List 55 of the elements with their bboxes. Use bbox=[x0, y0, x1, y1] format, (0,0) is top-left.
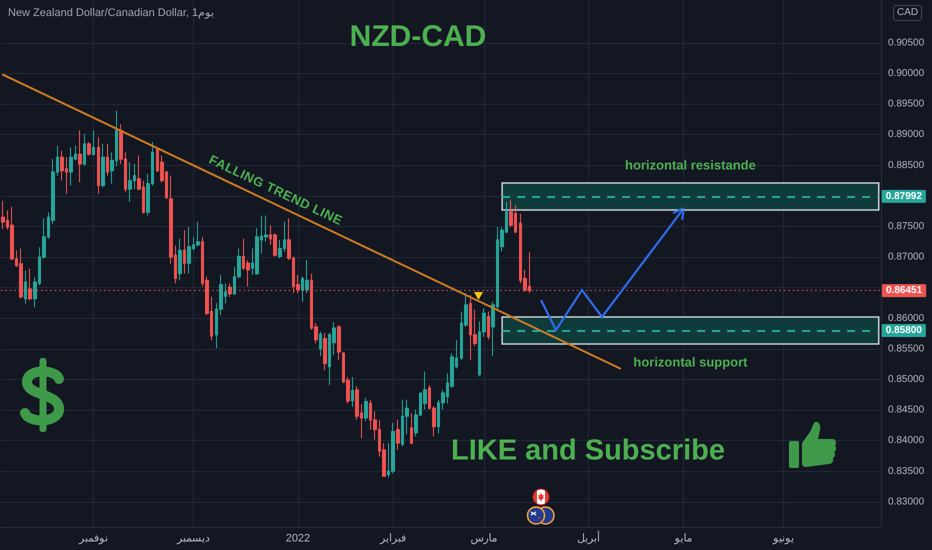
band-label: horizontal support bbox=[633, 354, 748, 370]
y-tick-label: 0.88500 bbox=[888, 160, 925, 171]
candlestick bbox=[487, 311, 490, 340]
x-tick-label: فبراير bbox=[379, 532, 406, 544]
candlestick bbox=[1, 200, 5, 230]
text: New Zealand Dollar/Canadian Dollar, 1يوم bbox=[8, 7, 214, 19]
candlestick bbox=[187, 226, 191, 274]
y-tick-label: 0.90500 bbox=[888, 37, 925, 48]
y-tick-label: 0.83500 bbox=[888, 466, 925, 477]
candlestick bbox=[364, 397, 368, 422]
x-tick-label: يونيو bbox=[772, 532, 794, 544]
y-tick-label: 0.83000 bbox=[888, 496, 925, 508]
candlestick bbox=[178, 238, 182, 281]
x-tick-label: مايو bbox=[674, 532, 693, 544]
annotation: LIKE and Subscribe bbox=[451, 434, 725, 466]
candlestick bbox=[323, 332, 327, 371]
x-tick-label: ديسمبر bbox=[176, 532, 210, 544]
candlestick bbox=[69, 147, 73, 186]
candlestick bbox=[83, 134, 86, 166]
candlestick bbox=[128, 162, 132, 202]
candlestick bbox=[319, 331, 322, 357]
band-label: horizontal resistande bbox=[625, 157, 756, 172]
candlestick bbox=[351, 376, 354, 408]
y-tick-label: 0.90000 bbox=[888, 68, 925, 79]
candlestick bbox=[337, 324, 341, 360]
candlestick bbox=[78, 130, 82, 183]
y-tick-label: 0.86000 bbox=[888, 312, 925, 324]
candlestick bbox=[24, 270, 27, 304]
candlestick bbox=[410, 412, 413, 445]
y-tick-label: 0.87000 bbox=[888, 252, 925, 263]
text: NZD-CAD bbox=[350, 20, 486, 53]
candlestick bbox=[391, 422, 395, 474]
y-tick-label: 0.85000 bbox=[888, 374, 925, 385]
candlestick bbox=[92, 130, 95, 156]
candlestick bbox=[183, 230, 186, 274]
x-tick-label: نوفمبر bbox=[78, 532, 108, 544]
x-tick-label: مارس bbox=[470, 532, 498, 544]
candlestick bbox=[101, 143, 105, 188]
y-tick-label: 0.89000 bbox=[888, 129, 925, 140]
y-tick-label: 0.87500 bbox=[888, 220, 925, 232]
candlestick bbox=[396, 419, 400, 450]
y-axis-title: CAD bbox=[893, 5, 922, 21]
ref-line-label: 0.86451 bbox=[886, 285, 923, 296]
candlestick bbox=[87, 142, 91, 156]
ref-line-label: 0.85800 bbox=[886, 325, 922, 336]
x-tick-label: 2022 bbox=[286, 532, 310, 544]
y-tick-label: 0.84000 bbox=[888, 435, 925, 446]
y-tick-label: 0.85500 bbox=[888, 343, 925, 354]
candlestick bbox=[97, 136, 100, 195]
candlestick bbox=[196, 221, 200, 248]
y-tick-label: 0.89500 bbox=[888, 98, 925, 110]
ref-line-label: 0.87992 bbox=[886, 190, 922, 202]
y-tick-label: 0.84500 bbox=[888, 404, 925, 416]
candlestick bbox=[106, 143, 109, 176]
x-tick-label: أبريل bbox=[576, 530, 600, 544]
